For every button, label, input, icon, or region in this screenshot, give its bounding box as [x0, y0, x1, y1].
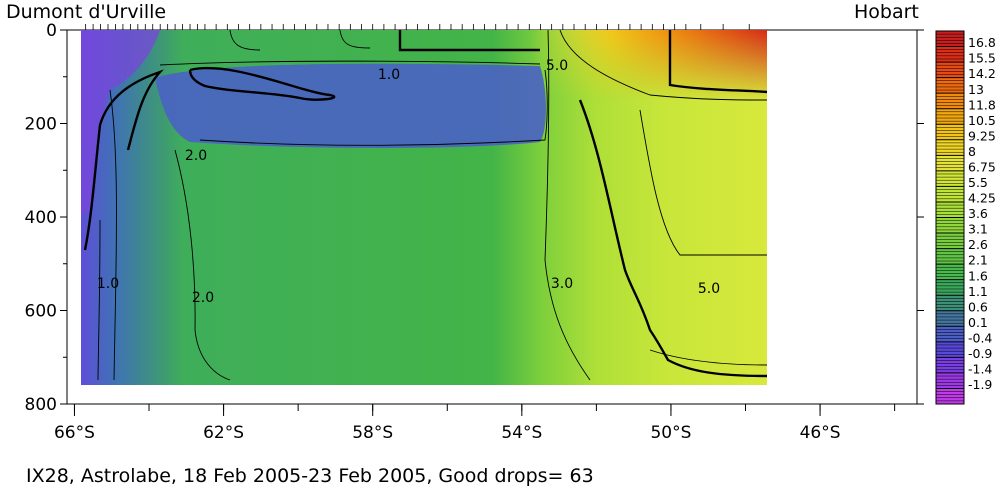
colorbar-swatch [936, 170, 964, 187]
colorbar-label: -0.4 [968, 330, 992, 345]
contour-label: 3.0 [551, 276, 573, 292]
colorbar-swatch [936, 108, 964, 125]
colorbar-swatch [936, 279, 964, 296]
colorbar-label: 16.8 [968, 35, 996, 50]
cold-surface-west [81, 30, 160, 215]
colorbar-label: 2.6 [968, 237, 988, 252]
colorbar-swatch [936, 93, 964, 110]
chart-caption: IX28, Astrolabe, 18 Feb 2005-23 Feb 2005… [26, 465, 594, 487]
colorbar-swatch [936, 372, 964, 389]
x-tick-label: 46°S [800, 423, 841, 443]
colorbar-swatch [936, 264, 964, 281]
colorbar-swatch [936, 341, 964, 358]
left-station-label: Dumont d'Urville [6, 1, 166, 23]
right-station-label: Hobart [854, 1, 919, 23]
contour-shallow [229, 29, 371, 51]
x-axis: 66°S 62°S 58°S 54°S 50°S 46°S [54, 404, 896, 443]
colorbar-label: 11.8 [968, 97, 996, 112]
colorbar-label: -1.4 [968, 362, 992, 377]
colorbar-swatch [936, 46, 964, 63]
colorbar-swatch [936, 217, 964, 234]
x-tick-label: 62°S [203, 423, 244, 443]
x-tick-label: 66°S [54, 423, 95, 443]
contour-2-0-a [174, 149, 231, 381]
contour-label: 5.0 [546, 58, 568, 74]
contour-warm [559, 29, 768, 366]
colorbar-swatch [936, 295, 964, 312]
colorbar-swatch [936, 357, 964, 374]
colorbar-label: 3.1 [968, 222, 988, 237]
contour-3-0 [544, 29, 591, 381]
colorbar-swatch [936, 388, 964, 405]
colorbar-label: 6.75 [968, 159, 996, 174]
colorbar-swatch [936, 77, 964, 94]
colorbar-label: 1.1 [968, 284, 988, 299]
colorbar-label: -1.9 [968, 377, 992, 392]
colorbar-swatch [936, 310, 964, 327]
contour-5-0-thick [398, 30, 768, 378]
colorbar-swatch [936, 186, 964, 203]
colorbar-label: 2.1 [968, 253, 988, 268]
colorbar-label: 15.5 [968, 51, 996, 66]
contour-label: 1.0 [378, 67, 400, 83]
colorbar-label: 5.5 [968, 175, 988, 190]
colorbar-label: 0.6 [968, 299, 988, 314]
colorbar-label: 10.5 [968, 113, 996, 128]
colorbar-label: 13 [968, 82, 984, 97]
contour-label: 1.0 [97, 276, 119, 292]
contour-labels: 1.0 2.0 1.0 2.0 3.0 5.0 5.0 [97, 58, 720, 306]
contour-label: 2.0 [185, 148, 207, 164]
y-tick-label: 200 [25, 115, 57, 135]
y-tick-label: 400 [25, 208, 57, 228]
contour-cold-core [159, 60, 548, 146]
cold-core [155, 63, 546, 148]
x-tick-label: 54°S [501, 423, 542, 443]
contour-label: 2.0 [192, 290, 214, 306]
colorbar-swatch [936, 326, 964, 343]
colorbar-label: 1.6 [968, 268, 988, 283]
colorbar-swatch [936, 248, 964, 265]
colorbar-swatch [936, 31, 964, 48]
y-tick-label: 800 [25, 395, 57, 415]
colorbar: 16.815.514.21311.810.59.2586.755.54.253.… [935, 30, 996, 405]
x-tick-label: 50°S [650, 423, 691, 443]
colorbar-label: 4.25 [968, 191, 996, 206]
colorbar-swatch [936, 155, 964, 172]
x-tick-label: 58°S [352, 423, 393, 443]
colorbar-swatch [936, 139, 964, 156]
colorbar-swatch [936, 62, 964, 79]
contour-thin-a [97, 89, 117, 381]
colorbar-swatch [936, 124, 964, 141]
temperature-field [81, 30, 767, 385]
colorbar-label: -0.9 [968, 346, 992, 361]
colorbar-label: 0.1 [968, 315, 988, 330]
contour-1-0-thick [83, 66, 336, 251]
colorbar-swatch [936, 233, 964, 250]
y-tick-label: 600 [25, 302, 57, 322]
drop-position-ticks [85, 24, 750, 30]
colorbar-swatch [936, 201, 964, 218]
field-warm-surface [530, 30, 767, 100]
colorbar-label: 8 [968, 144, 976, 159]
colorbar-label: 9.25 [968, 128, 996, 143]
colorbar-label: 14.2 [968, 66, 996, 81]
contour-lines [83, 29, 768, 381]
y-tick-label: 0 [46, 21, 57, 41]
contour-label: 5.0 [698, 281, 720, 297]
colorbar-label: 3.6 [968, 206, 988, 221]
y-axis: 0 200 400 600 800 [25, 21, 924, 415]
